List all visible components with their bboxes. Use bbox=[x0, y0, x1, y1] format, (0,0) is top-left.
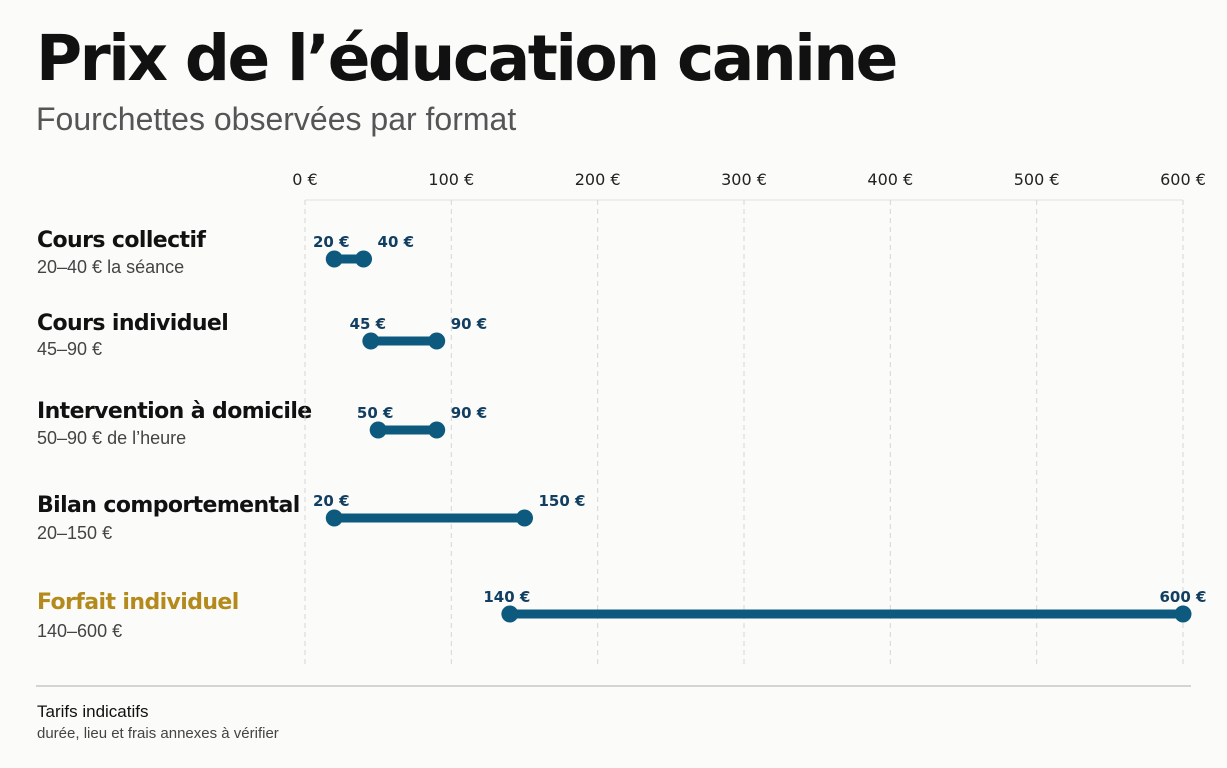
category-sub-cours-individuel: 45–90 € bbox=[37, 339, 103, 359]
range-min-label: 50 € bbox=[357, 404, 394, 422]
range-max-point bbox=[355, 250, 373, 268]
range-max-label: 40 € bbox=[378, 233, 415, 251]
range-max-point bbox=[428, 421, 446, 439]
range-max-point bbox=[428, 332, 446, 350]
range-max-label: 600 € bbox=[1160, 588, 1207, 606]
footer-note-subtitle: durée, lieu et frais annexes à vérifier bbox=[37, 725, 279, 742]
range-max-label: 90 € bbox=[451, 315, 488, 333]
category-sub-cours-collectif: 20–40 € la séance bbox=[37, 257, 185, 277]
range-min-label: 45 € bbox=[350, 315, 387, 333]
x-tick-label: 100 € bbox=[428, 170, 474, 189]
footer-note-title: Tarifs indicatifs bbox=[37, 702, 149, 721]
range-min-point bbox=[501, 605, 519, 623]
range-min-point bbox=[325, 250, 343, 268]
range-max-point bbox=[1174, 605, 1192, 623]
range-min-point bbox=[362, 332, 380, 350]
category-label-bilan-comportemental: Bilan comportemental bbox=[37, 493, 300, 518]
range-max-label: 90 € bbox=[451, 404, 488, 422]
range-min-point bbox=[369, 421, 387, 439]
chart-title: Prix de l’éducation canine bbox=[36, 22, 898, 95]
range-min-label: 140 € bbox=[483, 588, 530, 606]
range-max-point bbox=[516, 509, 533, 527]
x-tick-label: 400 € bbox=[867, 170, 913, 189]
range-min-point bbox=[325, 509, 343, 527]
category-label-intervention-domicile: Intervention à domicile bbox=[37, 399, 312, 424]
x-tick-label: 600 € bbox=[1160, 170, 1206, 189]
range-max-label: 150 € bbox=[539, 492, 586, 510]
chart-subtitle: Fourchettes observées par format bbox=[36, 101, 517, 137]
category-label-cours-collectif: Cours collectif bbox=[37, 228, 206, 253]
category-label-forfait-individuel: Forfait individuel bbox=[37, 590, 239, 615]
category-sub-bilan-comportemental: 20–150 € bbox=[37, 523, 113, 543]
category-label-cours-individuel: Cours individuel bbox=[37, 311, 229, 336]
range-min-label: 20 € bbox=[313, 233, 350, 251]
x-tick-label: 200 € bbox=[575, 170, 621, 189]
category-sub-intervention-domicile: 50–90 € de l’heure bbox=[37, 428, 187, 448]
x-tick-label: 500 € bbox=[1014, 170, 1060, 189]
footer-divider bbox=[36, 685, 1191, 687]
x-tick-label: 0 € bbox=[292, 170, 317, 189]
x-tick-label: 300 € bbox=[721, 170, 767, 189]
range-min-label: 20 € bbox=[313, 492, 350, 510]
category-sub-forfait-individuel: 140–600 € bbox=[37, 621, 123, 641]
range-chart: 0 € 100 € 200 € 300 € 400 € 500 € 600 € 20 € 40 … bbox=[292, 170, 1207, 668]
